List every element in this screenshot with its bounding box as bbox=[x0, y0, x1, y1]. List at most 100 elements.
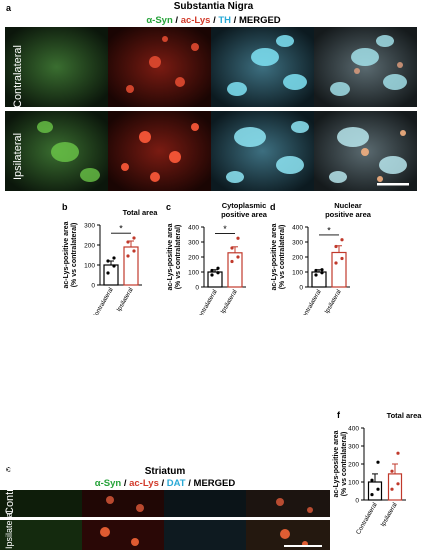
data-point bbox=[340, 256, 344, 261]
y-tick-label: 100 bbox=[348, 480, 359, 487]
y-tick-label: 300 bbox=[292, 240, 303, 247]
panel-a-row-label-contralateral: Contralateral bbox=[12, 45, 24, 108]
bar bbox=[311, 271, 327, 288]
chart-title: positive area bbox=[325, 210, 372, 219]
stain-label-dat: DAT bbox=[166, 478, 186, 489]
significance-star: * bbox=[327, 225, 331, 235]
panel-label-c: c bbox=[166, 202, 172, 212]
panel-e-title: Striatum bbox=[144, 466, 186, 477]
bar bbox=[207, 271, 223, 288]
x-tick-label: Contralateral bbox=[91, 287, 115, 316]
y-axis-label: ac-Lys-positive area bbox=[63, 221, 70, 288]
y-tick-label: 400 bbox=[292, 225, 303, 232]
panel-label-d: d bbox=[270, 202, 276, 212]
y-axis-label: ac-Lys-positive area bbox=[271, 223, 278, 290]
x-tick-label: Contralateral bbox=[195, 289, 219, 316]
panel-e-row-label-contralateral: Contralateral bbox=[4, 452, 16, 515]
data-point bbox=[112, 264, 116, 268]
chart-title: Total area bbox=[123, 208, 159, 217]
chart-title: Cytoplasmic bbox=[222, 201, 267, 210]
data-point bbox=[370, 478, 374, 482]
chart-title: Nuclear bbox=[334, 201, 362, 210]
panel-a-stain-legend: α-Syn / ac-Lys / TH / MERGED bbox=[146, 15, 281, 26]
y-tick-label: 100 bbox=[188, 270, 199, 277]
micrograph-asyn-contralateral bbox=[5, 27, 108, 107]
y-tick-label: 0 bbox=[195, 285, 199, 292]
y-tick-label: 0 bbox=[355, 498, 359, 505]
data-point bbox=[126, 240, 130, 244]
data-point bbox=[106, 259, 110, 263]
data-point bbox=[376, 460, 380, 464]
bar bbox=[103, 264, 119, 286]
y-tick-label: 200 bbox=[348, 462, 359, 469]
data-point bbox=[216, 271, 220, 275]
y-tick-label: 300 bbox=[188, 240, 199, 247]
data-point bbox=[340, 238, 344, 242]
data-point bbox=[390, 469, 394, 473]
chart-total-area-striatum: Total area ac-Lys-positive area (% vs cont… bbox=[333, 411, 423, 536]
x-tick-label: Ipsilateral bbox=[115, 287, 134, 313]
bar bbox=[387, 473, 403, 501]
y-tick-label: 300 bbox=[84, 223, 95, 230]
data-point bbox=[370, 493, 374, 497]
data-point bbox=[396, 451, 400, 455]
y-axis-label: (% vs contralateral) bbox=[175, 225, 182, 290]
panel-e-micrograph-grid bbox=[0, 490, 330, 550]
panel-a-row-label-ipsilateral: Ipsilateral bbox=[12, 132, 24, 180]
y-axis-label: (% vs contralateral) bbox=[71, 223, 78, 288]
chart-title: Total area bbox=[387, 411, 423, 420]
y-axis-label: (% vs contralateral) bbox=[341, 432, 348, 497]
data-point bbox=[236, 255, 240, 259]
data-point bbox=[390, 487, 394, 491]
panel-e-row-label-ipsilateral: Ipsilateral bbox=[4, 510, 14, 549]
stain-label-asyn-e: α-Syn bbox=[94, 478, 122, 489]
chart-total-area-sn: Total area ac-Lys-positive area (% vs cont… bbox=[63, 208, 159, 316]
y-tick-label: 100 bbox=[292, 270, 303, 277]
x-tick-label: Ipsilateral bbox=[323, 289, 342, 315]
panel-e-stain-legend: α-Syn / ac-Lys / DAT / MERGED bbox=[94, 478, 236, 489]
y-tick-label: 400 bbox=[188, 225, 199, 232]
data-point bbox=[132, 249, 136, 253]
data-point bbox=[106, 271, 110, 275]
y-tick-label: 0 bbox=[299, 285, 303, 292]
data-point bbox=[216, 266, 220, 270]
panel-label-e: e bbox=[6, 464, 12, 474]
micrograph-dat-striatum-contralateral bbox=[164, 490, 246, 517]
data-point bbox=[132, 236, 136, 240]
data-point bbox=[320, 268, 324, 272]
y-axis-label: (% vs contralateral) bbox=[279, 225, 286, 290]
stain-label-th: TH bbox=[218, 15, 232, 26]
y-tick-label: 0 bbox=[91, 283, 95, 290]
bar bbox=[227, 252, 243, 288]
data-point bbox=[376, 487, 380, 491]
panel-a-row-contralateral bbox=[5, 27, 417, 107]
x-tick-label: Contralateral bbox=[299, 289, 323, 316]
y-tick-label: 400 bbox=[348, 426, 359, 433]
data-point bbox=[230, 246, 234, 250]
x-tick-label: Ipsilateral bbox=[219, 289, 238, 315]
micrograph-th-contralateral bbox=[211, 27, 314, 107]
micrograph-aclys-striatum-ipsilateral bbox=[82, 520, 164, 550]
data-point bbox=[396, 482, 400, 486]
panel-label-a: a bbox=[6, 3, 12, 13]
x-tick-label: Ipsilateral bbox=[379, 502, 398, 528]
data-point bbox=[236, 236, 240, 240]
data-point bbox=[314, 273, 318, 277]
y-axis-label: ac-Lys-positive area bbox=[333, 430, 340, 497]
stain-label-asyn: α-Syn bbox=[146, 15, 173, 26]
panel-e-row-ipsilateral bbox=[0, 520, 330, 550]
panel-label-f: f bbox=[337, 410, 340, 420]
significance-star: * bbox=[223, 224, 227, 234]
data-point bbox=[126, 254, 130, 258]
stain-label-merged: MERGED bbox=[238, 15, 281, 26]
micrograph-aclys-striatum-contralateral bbox=[82, 490, 164, 517]
micrograph-asyn-striatum-contralateral bbox=[0, 490, 82, 517]
data-point bbox=[334, 244, 338, 249]
y-tick-label: 200 bbox=[84, 243, 95, 250]
scale-bar bbox=[377, 183, 409, 186]
significance-star: * bbox=[119, 224, 123, 234]
data-point bbox=[320, 271, 324, 275]
stain-label-aclys: ac-Lys bbox=[180, 15, 211, 26]
